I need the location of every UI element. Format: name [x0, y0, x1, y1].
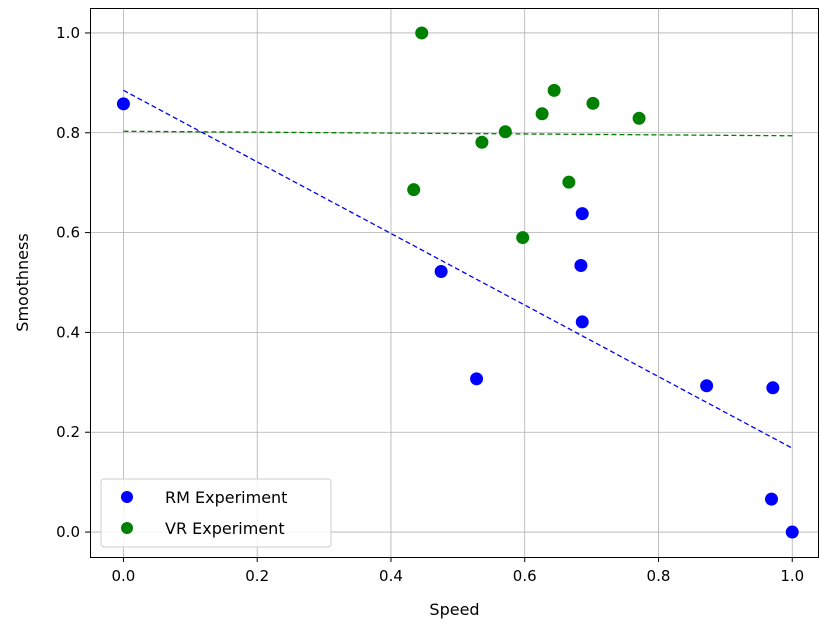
- vr-point: [407, 183, 421, 197]
- legend-box: [100, 478, 332, 548]
- vr-point: [535, 107, 549, 121]
- x-tick-label: 0.6: [513, 567, 537, 585]
- rm-point: [766, 381, 780, 395]
- x-tick-label: 0.2: [245, 567, 269, 585]
- x-tick-label: 1.0: [780, 567, 804, 585]
- plot-frame: [90, 8, 819, 558]
- y-axis-ticks: 0.0 0.2 0.4 0.6 0.8 1.0: [56, 24, 90, 541]
- x-tick-label: 0.0: [112, 567, 136, 585]
- grid: [90, 8, 819, 557]
- vr-point: [586, 96, 600, 110]
- trend-line-rm: [123, 89, 793, 449]
- x-tick-label: 0.8: [647, 567, 671, 585]
- vr-point: [562, 175, 576, 189]
- rm-point: [700, 379, 714, 393]
- x-tick-label: 0.4: [379, 567, 403, 585]
- data-points: [116, 26, 799, 539]
- y-axis-label: Smoothness: [13, 233, 32, 331]
- rm-point: [116, 97, 130, 111]
- y-tick-label: 1.0: [56, 24, 80, 42]
- y-tick-label: 0.0: [56, 523, 80, 541]
- legend-label-vr: VR Experiment: [165, 519, 285, 538]
- legend-marker-vr: [121, 522, 133, 534]
- x-axis-label: Speed: [429, 600, 479, 619]
- vr-point: [498, 125, 512, 139]
- y-tick-label: 0.4: [56, 323, 80, 341]
- legend-label-rm: RM Experiment: [165, 488, 287, 507]
- rm-point: [765, 492, 779, 506]
- y-tick-label: 0.6: [56, 224, 80, 242]
- rm-point: [575, 315, 589, 329]
- vr-point: [415, 26, 429, 40]
- rm-point: [470, 372, 484, 386]
- trend-lines: [123, 89, 793, 449]
- rm-point: [574, 259, 588, 273]
- rm-point: [785, 525, 799, 539]
- vr-point: [632, 111, 646, 125]
- y-tick-label: 0.2: [56, 423, 80, 441]
- rm-point: [575, 207, 589, 221]
- vr-point: [547, 83, 561, 97]
- trend-line-vr: [123, 130, 793, 137]
- rm-point: [434, 265, 448, 279]
- vr-point: [475, 135, 489, 149]
- x-axis-ticks: 0.0 0.2 0.4 0.6 0.8 1.0: [112, 557, 804, 585]
- legend-marker-rm: [121, 491, 133, 503]
- vr-point: [516, 231, 530, 245]
- y-tick-label: 0.8: [56, 124, 80, 142]
- legend: RM Experiment VR Experiment: [100, 478, 332, 548]
